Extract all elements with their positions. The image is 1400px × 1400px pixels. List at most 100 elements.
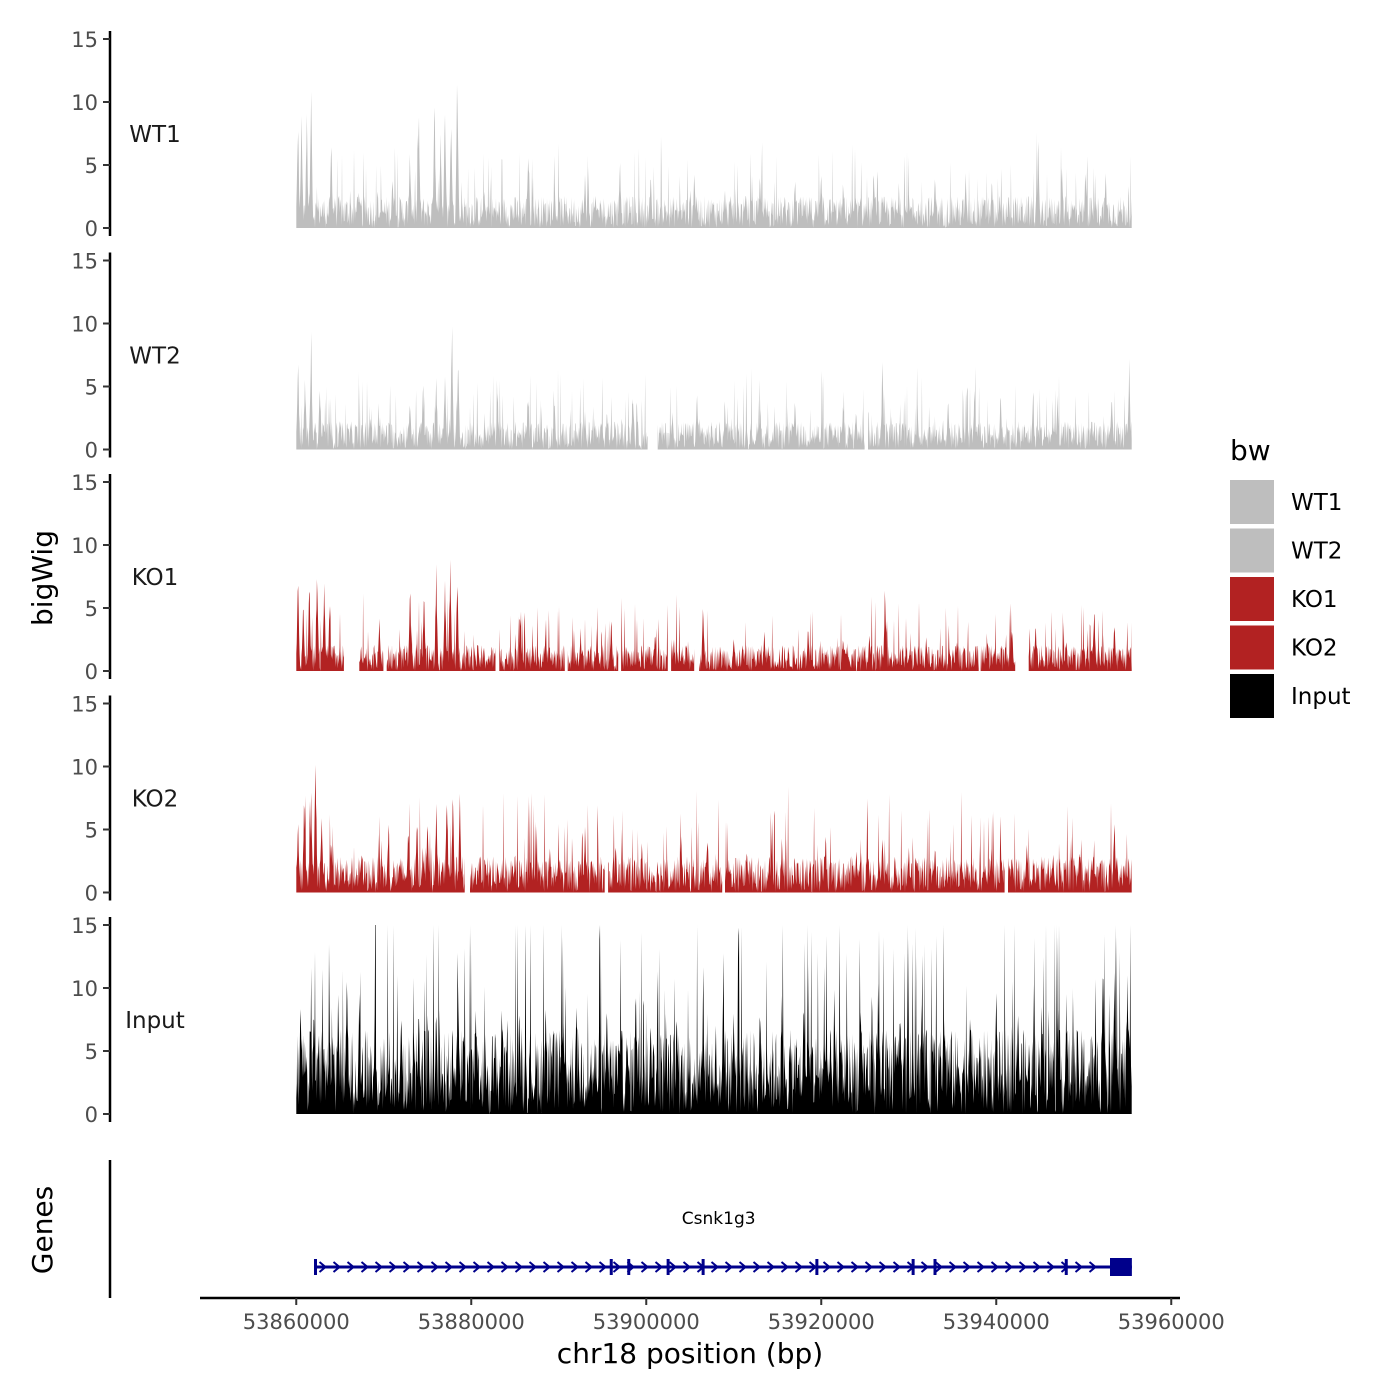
strand-arrow — [458, 1261, 468, 1273]
strand-arrow — [374, 1261, 384, 1273]
y-tick-label: 0 — [85, 439, 98, 463]
strand-arrow — [920, 1261, 930, 1273]
gene-exon — [666, 1259, 670, 1275]
track-ko1: 0 5 10 15 KO1 — [71, 471, 1132, 684]
strand-arrow — [360, 1261, 370, 1273]
track-wt2: 0 5 10 15 WT2 — [71, 250, 1132, 463]
legend-key-wt1 — [1230, 480, 1274, 524]
strand-arrow — [766, 1261, 776, 1273]
y-tick-label: 10 — [71, 977, 98, 1001]
genes-axis-title: Genes — [26, 1186, 59, 1274]
strand-arrow — [948, 1261, 958, 1273]
strand-arrow — [318, 1261, 328, 1273]
strand-arrow — [542, 1261, 552, 1273]
strand-arrow — [500, 1261, 510, 1273]
strand-arrow — [724, 1261, 734, 1273]
gene-exon — [815, 1259, 819, 1275]
x-tick-label: 53920000 — [768, 1310, 875, 1334]
strand-arrow — [1074, 1261, 1084, 1273]
x-tick-label: 53860000 — [243, 1310, 350, 1334]
legend-label-input: Input — [1291, 684, 1351, 710]
strand-arrow — [430, 1261, 440, 1273]
gene-name-label: Csnk1g3 — [682, 1209, 756, 1229]
x-tick-label: 53880000 — [418, 1310, 525, 1334]
y-tick-label: 0 — [85, 660, 98, 684]
strand-arrow — [892, 1261, 902, 1273]
strand-arrow — [962, 1261, 972, 1273]
strand-arrow — [570, 1261, 580, 1273]
signal-area — [296, 84, 1132, 228]
strand-arrow — [752, 1261, 762, 1273]
signal-area — [296, 925, 1132, 1114]
gene-exon — [627, 1259, 631, 1275]
strand-arrow — [990, 1261, 1000, 1273]
strand-arrow — [780, 1261, 790, 1273]
strand-arrow — [332, 1261, 342, 1273]
x-axis: 53860000 53880000 53900000 53920000 53940000… — [200, 1296, 1225, 1334]
strand-arrow — [864, 1261, 874, 1273]
track-label: WT1 — [129, 122, 180, 148]
strand-arrow — [402, 1261, 412, 1273]
strand-arrow — [794, 1261, 804, 1273]
y-tick-label: 0 — [85, 882, 98, 906]
legend-label-ko2: KO2 — [1291, 636, 1338, 662]
strand-arrow — [1032, 1261, 1042, 1273]
strand-arrow — [738, 1261, 748, 1273]
x-tick-label: 53960000 — [1118, 1310, 1225, 1334]
strand-arrow — [472, 1261, 482, 1273]
strand-arrow — [444, 1261, 454, 1273]
x-axis-title: chr18 position (bp) — [557, 1337, 823, 1370]
y-tick-label: 5 — [85, 154, 98, 178]
y-axis-title: bigWig — [26, 530, 59, 626]
x-tick-label: 53940000 — [943, 1310, 1050, 1334]
y-tick-label: 0 — [85, 217, 98, 241]
track-label: Input — [125, 1008, 185, 1034]
legend-key-ko2 — [1230, 625, 1274, 670]
y-tick-label: 5 — [85, 819, 98, 843]
track-input: 0 5 10 15 Input — [71, 914, 1132, 1127]
strand-arrow — [598, 1261, 608, 1273]
strand-arrow — [878, 1261, 888, 1273]
strand-arrow — [556, 1261, 566, 1273]
y-tick-label: 0 — [85, 1103, 98, 1127]
gene-exon — [1064, 1259, 1068, 1275]
strand-arrow — [668, 1261, 678, 1273]
strand-arrow — [1018, 1261, 1028, 1273]
gene-exon — [609, 1259, 613, 1275]
signal-area — [296, 559, 1132, 671]
strand-arrow — [612, 1261, 622, 1273]
gene-exon — [933, 1259, 937, 1275]
legend-key-wt2 — [1230, 528, 1274, 573]
bigwig-tracks: 0 5 10 15 WT1 0 5 10 15 WT2 0 5 10 15 KO1 0 5 10 15 KO2 0 5 10… — [71, 28, 1132, 1127]
track-label: KO2 — [132, 787, 179, 813]
y-tick-label: 10 — [71, 91, 98, 115]
track-wt1: 0 5 10 15 WT1 — [71, 28, 1132, 241]
track-ko2: 0 5 10 15 KO2 — [71, 693, 1132, 906]
y-tick-label: 5 — [85, 597, 98, 621]
strand-arrow — [976, 1261, 986, 1273]
strand-arrow — [514, 1261, 524, 1273]
y-tick-label: 10 — [71, 313, 98, 337]
gene-annotation-panel: Csnk1g3 — [108, 1160, 1132, 1298]
signal-area — [296, 326, 1132, 450]
strand-arrow — [388, 1261, 398, 1273]
legend-key-input — [1230, 674, 1274, 718]
legend-key-ko1 — [1230, 577, 1274, 621]
strand-arrow — [584, 1261, 594, 1273]
strand-arrow — [486, 1261, 496, 1273]
gene-exon — [701, 1259, 705, 1275]
track-label: KO1 — [132, 565, 179, 591]
legend-label-wt1: WT1 — [1291, 490, 1342, 516]
strand-arrow — [1046, 1261, 1056, 1273]
legend-title: bw — [1230, 434, 1271, 467]
y-tick-label: 10 — [71, 756, 98, 780]
strand-arrow — [654, 1261, 664, 1273]
strand-arrow — [1088, 1261, 1098, 1273]
y-tick-label: 5 — [85, 1040, 98, 1064]
legend-label-wt2: WT2 — [1291, 539, 1342, 565]
strand-arrow — [640, 1261, 650, 1273]
y-tick-label: 15 — [71, 693, 98, 717]
x-tick-label: 53900000 — [593, 1310, 700, 1334]
strand-arrow — [682, 1261, 692, 1273]
